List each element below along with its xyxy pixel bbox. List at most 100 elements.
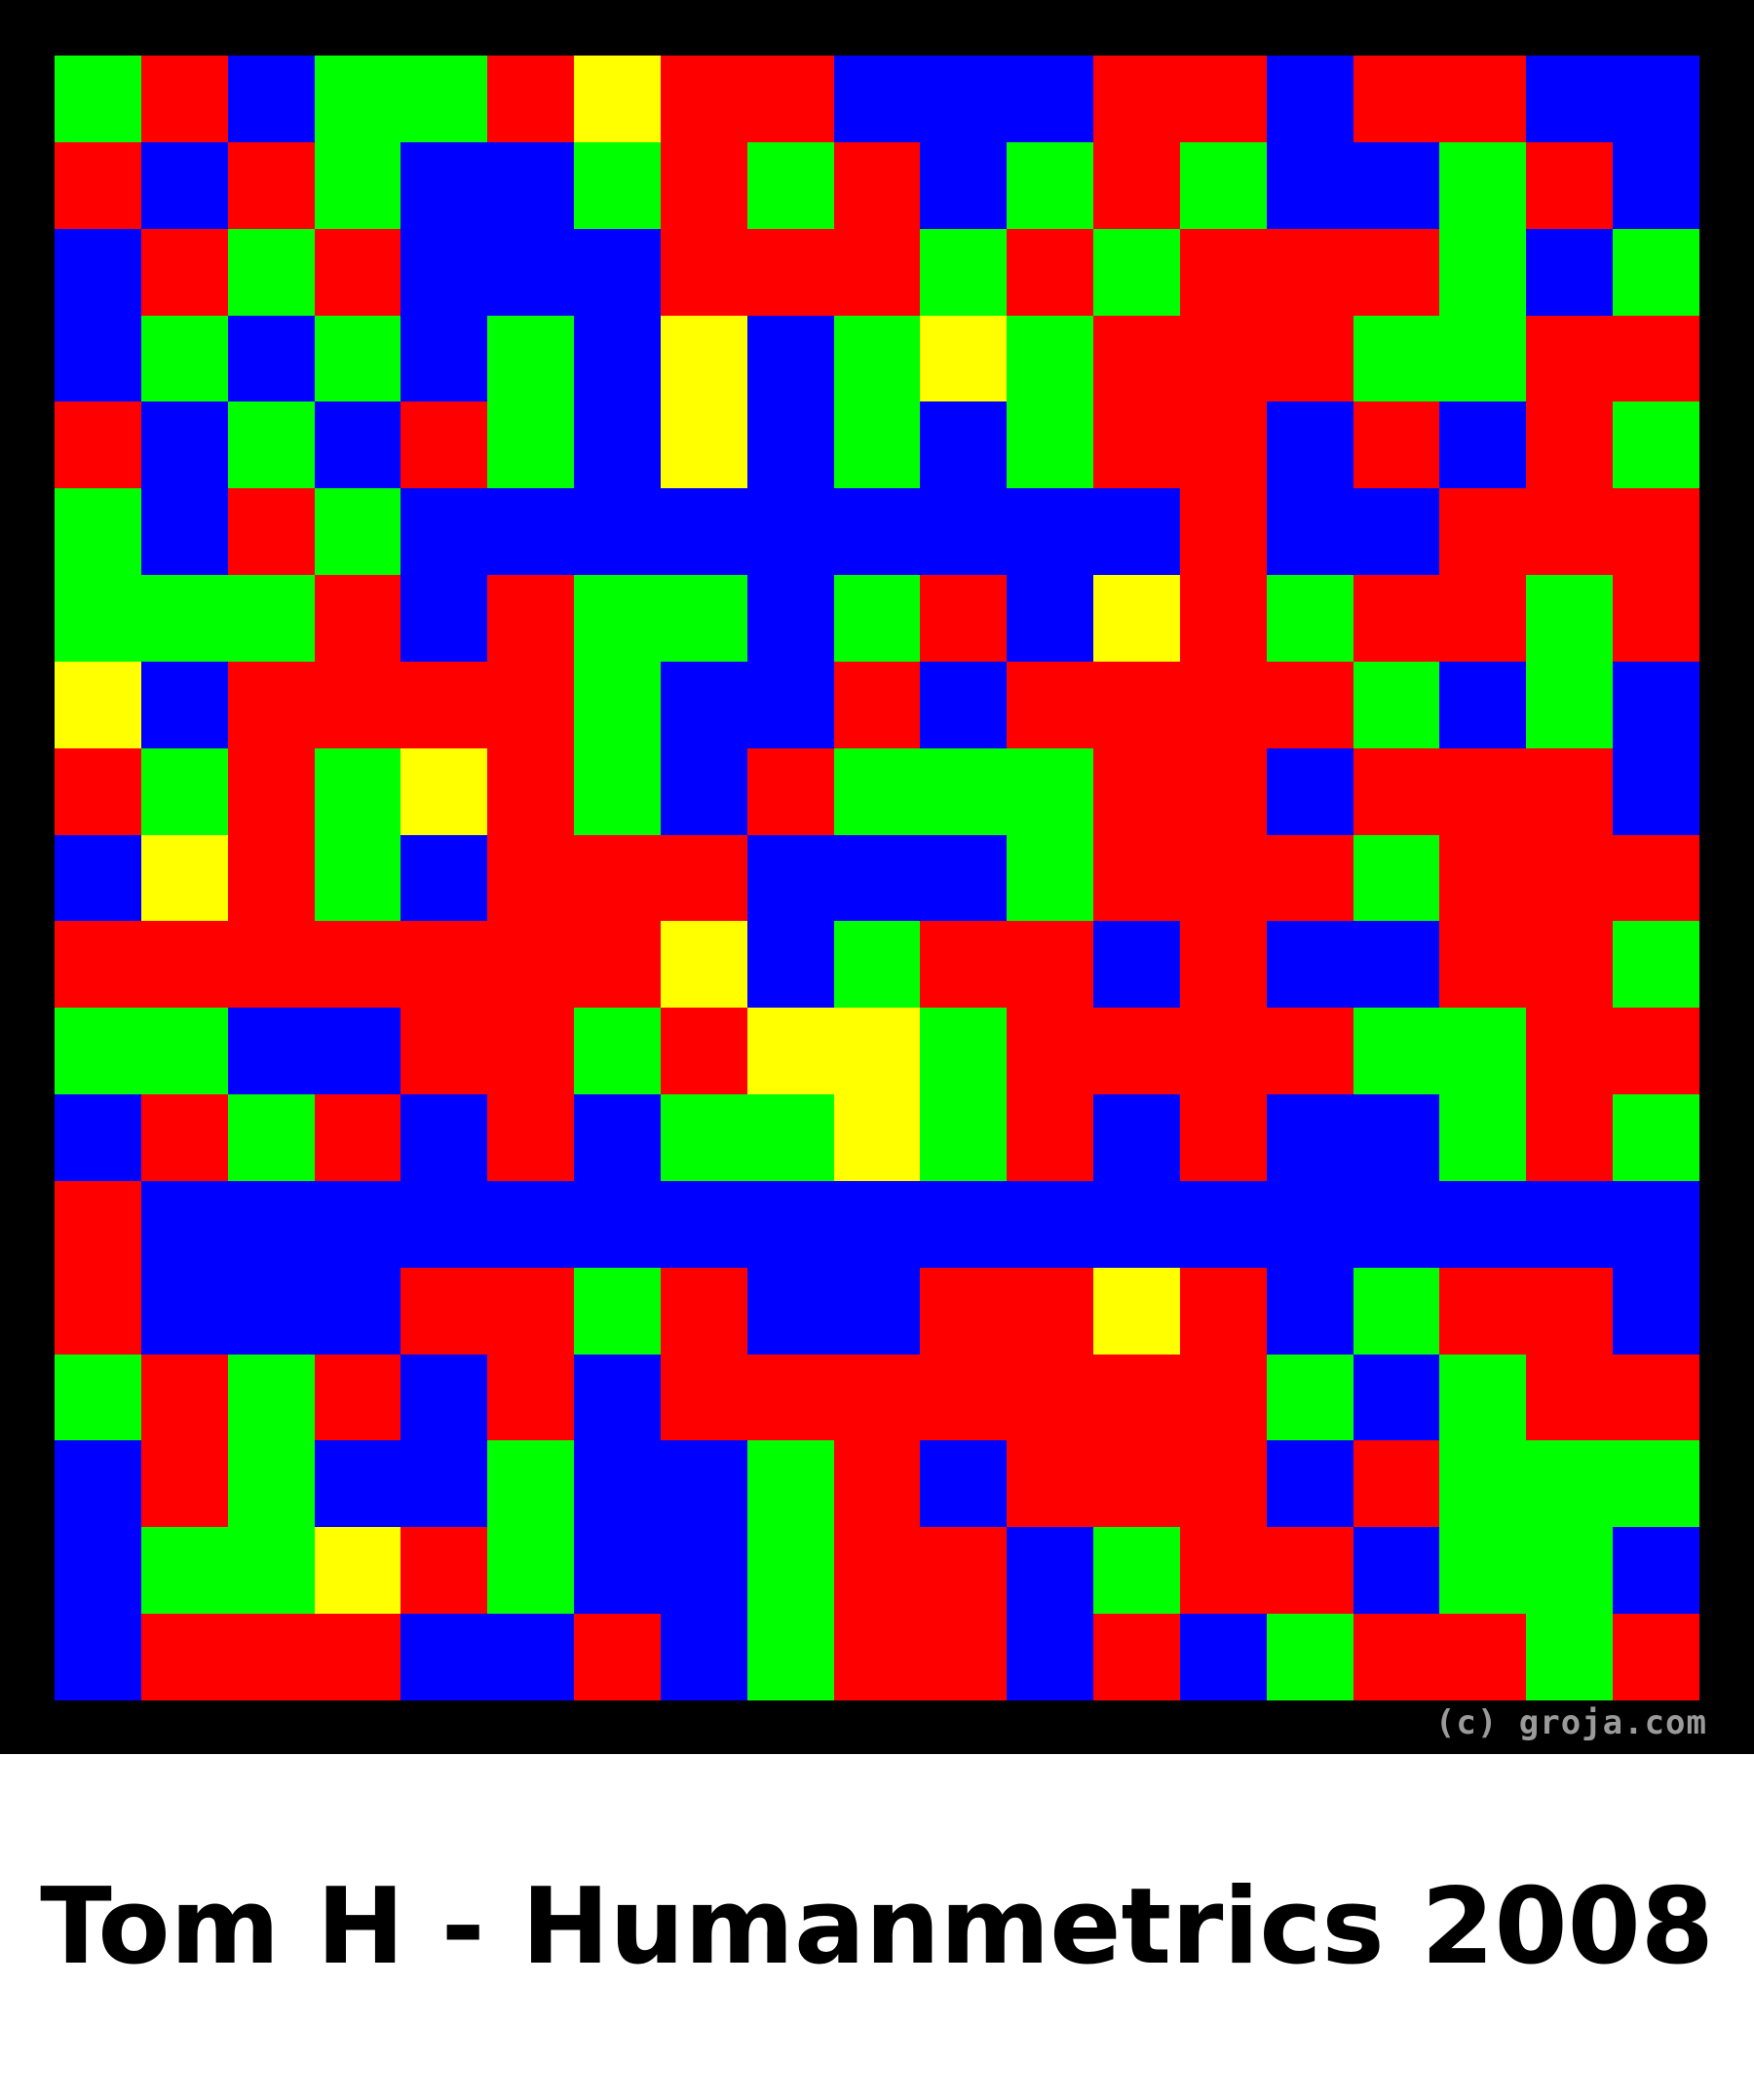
grid-cell [227,141,315,229]
grid-cell [1179,921,1267,1009]
grid-cell [1353,921,1440,1009]
grid-cell [55,1527,141,1615]
grid-cell [1093,921,1180,1009]
grid-cell [1093,488,1180,576]
grid-cell [1353,1527,1440,1615]
grid-cell [660,228,747,316]
grid-cell [1353,1440,1440,1528]
grid-cell [55,1094,141,1181]
grid-cell [1093,834,1180,922]
grid-cell [574,747,661,835]
grid-cell [314,661,401,748]
grid-cell [746,1440,834,1528]
grid-cell [574,1527,661,1615]
grid-cell [746,1527,834,1615]
grid-cell [487,141,575,229]
grid-cell [1439,1614,1527,1700]
grid-cell [920,488,1008,576]
grid-cell [660,1180,747,1268]
grid-cell [314,228,401,316]
grid-cell [920,834,1008,922]
grid-cell [55,141,141,229]
grid-cell [1266,1094,1354,1181]
grid-cell [1266,1008,1354,1095]
grid-cell [1179,1267,1267,1355]
grid-cell [574,228,661,316]
grid-cell [227,834,315,922]
grid-cell [1613,56,1699,142]
grid-cell [746,488,834,576]
grid-cell [1007,921,1094,1009]
grid-cell [400,1267,488,1355]
grid-cell [140,401,228,489]
grid-cell [920,315,1008,402]
grid-cell [1439,1354,1527,1441]
grid-cell [1353,315,1440,402]
grid-cell [833,747,921,835]
grid-cell [1266,56,1354,142]
grid-cell [1353,661,1440,748]
grid-cell [400,1180,488,1268]
grid-cell [1439,575,1527,662]
grid-cell [1439,228,1527,316]
grid-cell [1526,228,1614,316]
grid-cell [833,1094,921,1181]
grid-cell [55,1440,141,1528]
grid-cell [400,401,488,489]
grid-cell [1353,1094,1440,1181]
grid-cell [55,747,141,835]
grid-cell [746,228,834,316]
grid-cell [1439,1440,1527,1528]
grid-cell [1439,56,1527,142]
grid-cell [833,1267,921,1355]
grid-cell [1613,315,1699,402]
grid-cell [1093,661,1180,748]
grid-cell [1093,747,1180,835]
grid-cell [1179,315,1267,402]
grid-cell [1613,1354,1699,1441]
grid-cell [487,747,575,835]
grid-cell [833,56,921,142]
grid-cell [1613,661,1699,748]
grid-cell [140,1614,228,1700]
grid-cell [1093,1094,1180,1181]
grid-cell [833,921,921,1009]
grid-cell [833,834,921,922]
grid-cell [1613,141,1699,229]
grid-cell [1007,1267,1094,1355]
grid-cell [1439,488,1527,576]
grid-cell [1266,488,1354,576]
grid-cell [1613,1008,1699,1095]
grid-cell [55,1614,141,1700]
grid-cell [314,1440,401,1528]
grid-cell [400,1527,488,1615]
grid-cell [660,575,747,662]
grid-cell [140,1440,228,1528]
grid-cell [1526,315,1614,402]
grid-cell [660,1094,747,1181]
grid-cell [1613,228,1699,316]
grid-cell [314,921,401,1009]
grid-cell [746,1614,834,1700]
grid-cell [1353,575,1440,662]
grid-cell [400,228,488,316]
grid-cell [1353,1008,1440,1095]
grid-cell [1093,315,1180,402]
grid-cell [55,921,141,1009]
grid-cell [227,1094,315,1181]
grid-cell [1613,1614,1699,1700]
grid-cell [660,315,747,402]
grid-cell [1266,228,1354,316]
grid-cell [487,1180,575,1268]
grid-cell [140,834,228,922]
grid-cell [400,661,488,748]
grid-cell [660,661,747,748]
grid-cell [227,1180,315,1268]
grid-cell [1007,575,1094,662]
grid-cell [574,1614,661,1700]
grid-cell [55,488,141,576]
grid-cell [574,488,661,576]
grid-cell [1526,834,1614,922]
grid-cell [833,488,921,576]
grid-cell [55,1354,141,1441]
